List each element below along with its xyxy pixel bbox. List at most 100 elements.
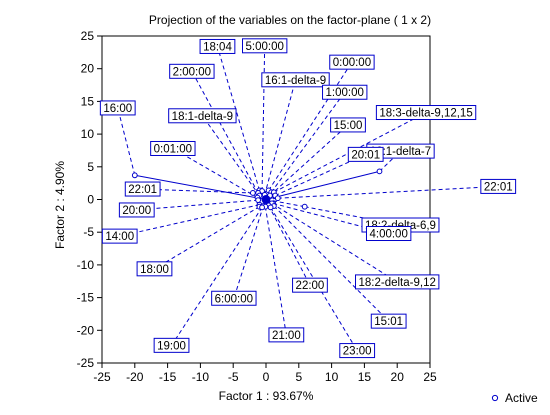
label-box: [153, 337, 190, 353]
label-connector: [304, 206, 401, 226]
variable-label: 2:00:00: [169, 63, 215, 79]
y-tick-label: -15: [77, 291, 95, 305]
label-connector: [274, 153, 366, 197]
variable-label: 6:00:00: [211, 290, 257, 306]
label-text: 1:00:00: [326, 87, 364, 99]
variable-label: 16:00: [99, 100, 136, 116]
label-connector: [264, 79, 297, 196]
variable-label: 0:00:00: [329, 54, 375, 70]
variable-label: 21:00: [268, 327, 305, 343]
label-text: 21:00: [272, 330, 301, 342]
y-tick-label: 20: [81, 62, 95, 76]
label-connector: [277, 185, 499, 199]
label-connector: [264, 206, 287, 335]
label-text: 18:1-delta-9: [172, 111, 233, 123]
label-box: [169, 63, 215, 79]
label-connector: [268, 205, 311, 286]
variable-point: [131, 172, 138, 179]
x-tick-label: -20: [126, 370, 144, 384]
label-connector: [273, 205, 390, 322]
label-connector: [201, 115, 260, 196]
label-connector: [136, 199, 259, 211]
variable-label: 20:00: [118, 202, 155, 218]
label-text: 4:00:00: [369, 229, 407, 241]
label-box: [339, 343, 376, 359]
vector-line: [265, 170, 380, 200]
label-text: 19:00: [157, 340, 186, 352]
variable-label: 18:1-delta-9: [168, 108, 237, 124]
variable-point: [259, 204, 265, 211]
label-box: [365, 226, 412, 242]
label-box: [292, 277, 328, 293]
y-tick-label: -25: [77, 356, 95, 370]
variable-point: [249, 190, 256, 196]
variable-label: 0:01:00: [150, 140, 196, 156]
label-box: [322, 84, 368, 100]
label-text: 0:00:00: [333, 57, 371, 69]
label-text: 14:00: [105, 231, 134, 243]
projection-lines: [117, 45, 499, 351]
vector-line: [134, 174, 267, 200]
label-text: 20:00: [122, 205, 151, 217]
label-connector: [191, 71, 259, 194]
variable-label: 5:00:00: [242, 38, 288, 54]
variable-label: 18:3-delta-9,12,15: [375, 105, 477, 121]
variable-point: [274, 195, 281, 202]
label-box: [329, 54, 375, 70]
label-text: 16:1-delta-9: [265, 75, 326, 87]
variable-label: 23:00: [339, 343, 376, 359]
label-box: [268, 327, 305, 343]
label-box: [480, 178, 517, 194]
label-text: 6:00:00: [215, 293, 253, 305]
variable-label: 1:00:00: [322, 84, 368, 100]
label-connector: [216, 46, 260, 191]
label-text: 22:00: [296, 280, 325, 292]
label-connector: [142, 188, 253, 194]
variable-label: 22:01: [480, 178, 517, 194]
label-box: [99, 100, 136, 116]
variable-label: 18:2-delta-9,12: [355, 274, 440, 290]
label-connector: [119, 204, 260, 237]
variable-label: 20:01: [347, 146, 384, 162]
label-box: [136, 261, 173, 277]
label-box: [330, 117, 366, 133]
x-tick-label: -10: [192, 370, 210, 384]
label-text: 2:00:00: [173, 66, 211, 78]
legend-label: Active: [505, 391, 538, 405]
variable-label: 19:00: [153, 337, 190, 353]
x-tick-label: 10: [325, 370, 339, 384]
origin-cluster: [261, 195, 271, 204]
label-connector: [117, 107, 136, 176]
y-tick-label: 5: [87, 160, 94, 174]
variable-labels: 16:0016:1-delta-718:2-delta-6,922:0118:0…: [99, 38, 517, 359]
x-tick-label: -15: [159, 370, 177, 384]
variable-label: 16:1-delta-7: [366, 143, 435, 159]
variable-label: 22:00: [292, 277, 328, 293]
variable-label: 18:00: [136, 261, 173, 277]
legend-marker: [491, 394, 499, 402]
x-tick-label: 5: [295, 370, 302, 384]
y-tick-label: 25: [81, 29, 95, 43]
label-text: 20:01: [351, 149, 380, 161]
label-text: 15:01: [374, 316, 403, 328]
variable-label: 15:00: [330, 117, 366, 133]
x-axis-title: Factor 1 : 93.67%: [219, 389, 314, 403]
x-tick-label: 15: [358, 370, 372, 384]
label-connector: [270, 91, 346, 193]
label-box: [370, 313, 407, 329]
y-tick-label: 15: [81, 94, 95, 108]
variable-label: 14:00: [101, 228, 138, 244]
label-text: 16:00: [103, 103, 132, 115]
variable-label: 18:04: [199, 38, 236, 54]
label-connector: [172, 148, 258, 198]
chart-title: Projection of the variables on the facto…: [149, 13, 431, 27]
label-text: 18:00: [140, 264, 169, 276]
variable-point: [267, 204, 274, 211]
x-tick-label: 25: [423, 370, 437, 384]
x-tick-label: 0: [263, 370, 270, 384]
x-tick-label: 20: [391, 370, 405, 384]
variable-points: [131, 168, 383, 211]
label-box: [261, 72, 330, 88]
